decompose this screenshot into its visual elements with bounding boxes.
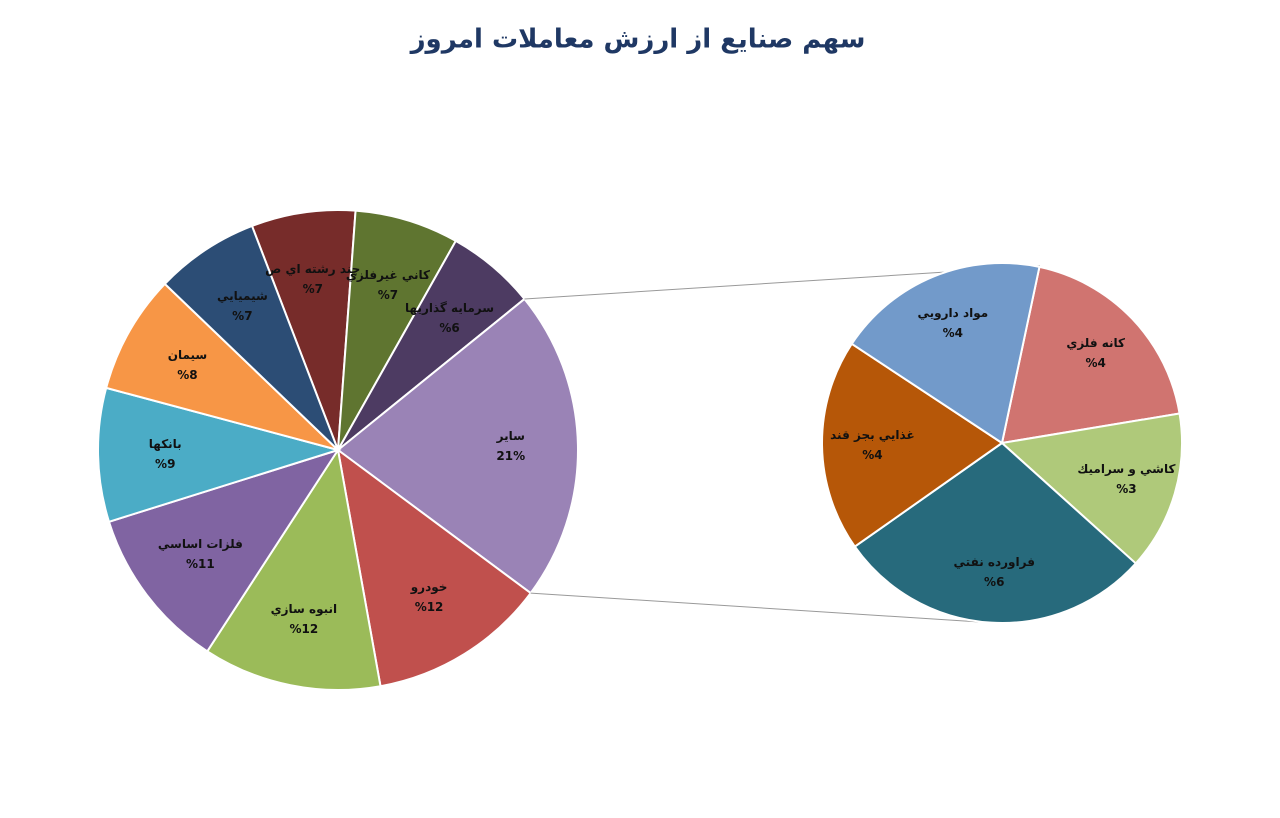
slice-label: انبوه سازي %12 [249, 589, 359, 649]
pie-slice [853, 441, 1138, 624]
value-label: %12 [414, 599, 444, 614]
pie-slice [850, 262, 1041, 445]
category-label: شيميايي [216, 289, 268, 304]
pie-slice [205, 447, 382, 691]
slice-label: غذايي بجز قند %4 [817, 415, 927, 475]
slice-label: كانه فلزي %4 [1041, 323, 1151, 383]
value-label: %8 [177, 368, 198, 383]
slice-label: كاني غيرفلزي %7 [333, 255, 443, 315]
value-label: %7 [302, 282, 323, 297]
pie-slice [1000, 265, 1181, 445]
category-label: سرمايه گذاريها [405, 301, 495, 316]
slice-label: بانكها %9 [110, 424, 220, 484]
pie-slice [999, 412, 1183, 565]
slice-label-box: سرمايه گذاريها %6 [395, 288, 505, 348]
slice-label-box: انبوه سازي %12 [249, 589, 359, 649]
category-label: كاني غيرفلزي [345, 267, 430, 282]
category-label: فراورده نفتي [953, 555, 1035, 570]
slice-label: خودرو %12 [374, 567, 484, 627]
category-label: خودرو [410, 579, 448, 594]
pie-slice [163, 224, 339, 451]
slice-label-box: مواد دارويي %4 [898, 293, 1008, 353]
pie-slice [250, 209, 357, 451]
slice-label-box: كاشي و سراميك %3 [1071, 449, 1181, 509]
slice-label: ساير 21% [456, 416, 566, 476]
value-label: %12 [289, 622, 319, 637]
category-label: مواد دارويي [917, 306, 989, 321]
value-label: %7 [232, 309, 253, 324]
slice-label: سيمان %8 [132, 335, 242, 395]
value-label: %6 [439, 321, 460, 336]
value-label: %7 [377, 287, 399, 302]
pie-slice [336, 447, 533, 688]
value-label: %3 [1116, 482, 1137, 497]
value-label: %9 [155, 456, 176, 471]
slice-label-box: كانه فلزي %4 [1041, 323, 1151, 383]
pie-slice [107, 448, 341, 653]
category-label: غذايي بجز قند [830, 427, 915, 442]
slice-label: فراورده نفتي %6 [939, 542, 1049, 602]
value-label: %4 [942, 326, 964, 341]
value-label: %11 [186, 557, 215, 572]
slice-label-box: سيمان %8 [132, 335, 242, 395]
slice-label-box: كاني غيرفلزي %7 [333, 255, 443, 315]
category-label: فلزات اساسي [157, 537, 243, 552]
slice-label-box: فلزات اساسي %11 [145, 524, 255, 584]
value-label: %6 [984, 575, 1005, 590]
slice-label-box: بانكها %9 [110, 424, 220, 484]
category-label: كانه فلزي [1066, 336, 1126, 351]
category-label: سيمان [167, 348, 208, 363]
category-label: بانكها [148, 436, 182, 451]
chart-title: سهم صنايع از ارزش معاملات امروز [409, 25, 866, 55]
value-label: %4 [862, 447, 883, 462]
slice-label-box: غذايي بجز قند %4 [817, 415, 927, 475]
slice-label: فلزات اساسي %11 [145, 524, 255, 584]
connector-line [530, 592, 981, 623]
slice-label: كاشي و سراميك %3 [1071, 449, 1181, 509]
pie-slice [336, 297, 579, 595]
slice-label: شيميايي %7 [187, 276, 297, 336]
slice-label-box: فراورده نفتي %6 [939, 542, 1049, 602]
value-label: 21% [496, 449, 526, 464]
slice-label-box: ساير 21% [456, 416, 566, 476]
pie-slice [821, 342, 1004, 549]
category-label: كاشي و سراميك [1077, 462, 1176, 477]
slice-label: سرمايه گذاريها %6 [395, 288, 505, 348]
pie-slice [104, 282, 339, 451]
category-label: چند رشته اي ص [265, 262, 361, 277]
slice-label: مواد دارويي %4 [898, 293, 1008, 353]
slice-label: چند رشته اي ص %7 [258, 249, 368, 309]
slice-label-box: چند رشته اي ص %7 [258, 249, 368, 309]
category-label: انبوه سازي [270, 602, 338, 617]
slice-label-box: خودرو %12 [374, 567, 484, 627]
pie-slice [337, 209, 458, 451]
value-label: %4 [1085, 356, 1106, 371]
pie-slice [97, 386, 342, 524]
category-label: ساير [496, 429, 525, 444]
slice-label-box: شيميايي %7 [187, 276, 297, 336]
